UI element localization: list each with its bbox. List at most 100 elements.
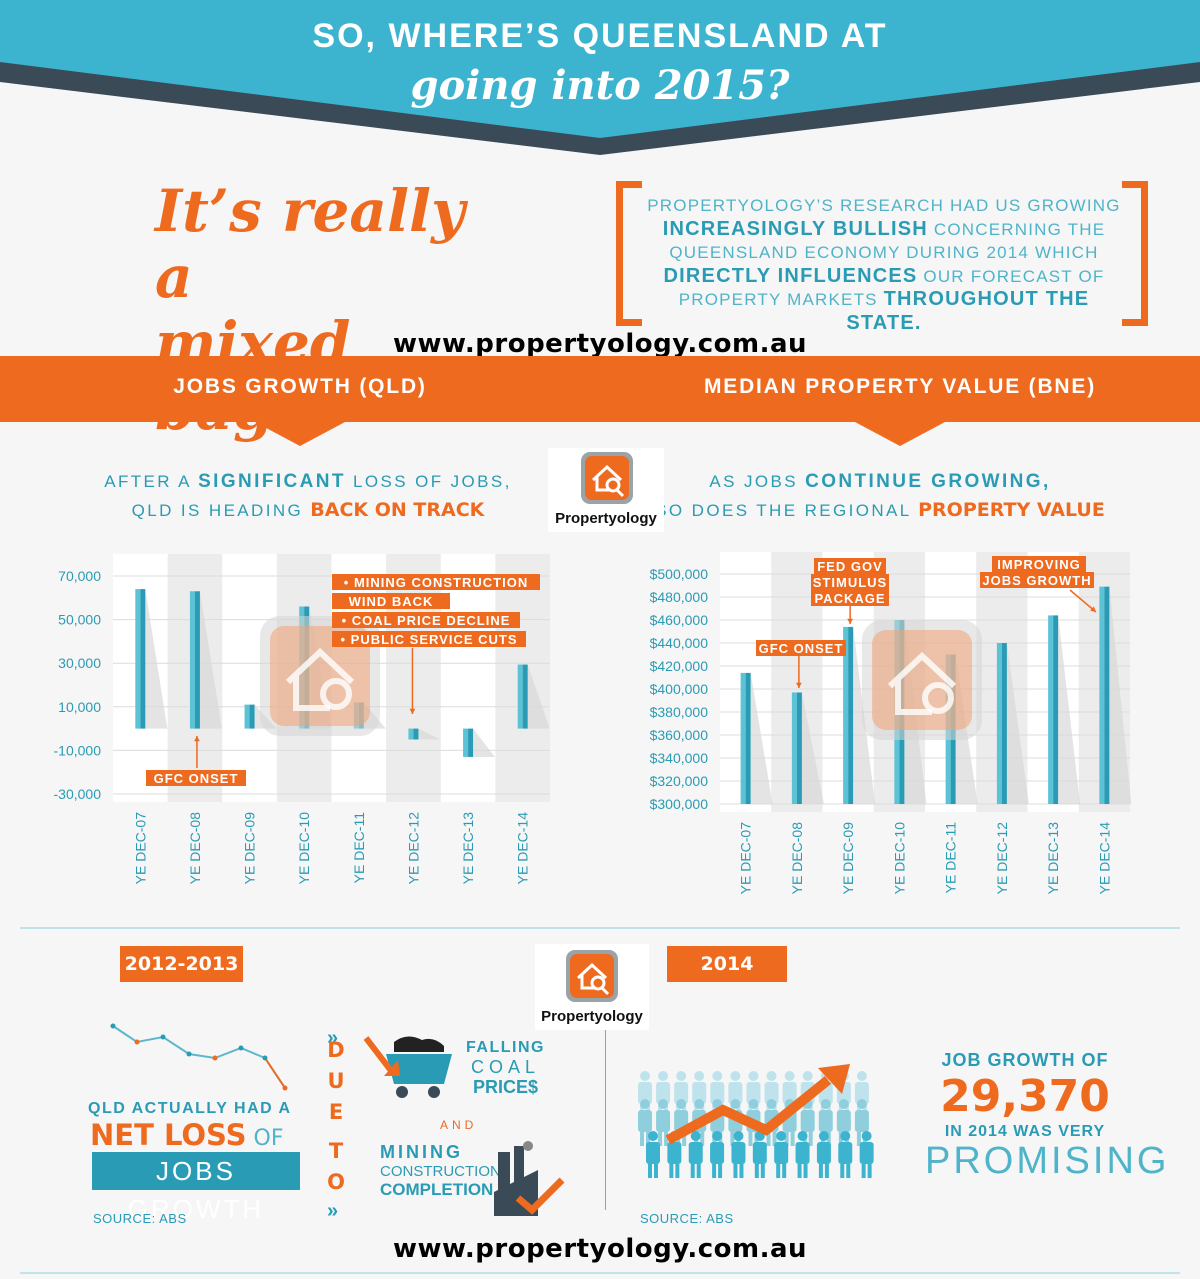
person-leg — [776, 1164, 781, 1178]
person-head — [648, 1131, 658, 1141]
person-body — [638, 1110, 652, 1132]
person-head — [818, 1131, 829, 1141]
factory-check-icon — [494, 1141, 565, 1216]
person-head — [676, 1099, 687, 1109]
due-to-letter: T — [328, 1139, 344, 1163]
person-leg — [669, 1164, 674, 1178]
x-tick-label: YE DEC-09 — [242, 812, 258, 885]
person-leg — [700, 1132, 705, 1146]
research-line-1: PROPERTYOLOGY’S RESEARCH HAD US GROWING — [647, 196, 1121, 215]
person-head — [748, 1099, 759, 1109]
person-body — [728, 1082, 743, 1104]
footer-divider — [20, 1272, 1180, 1274]
research-bold-2: DIRECTLY INFLUENCES — [663, 264, 918, 287]
person-body — [764, 1082, 779, 1104]
due-to-gap — [325, 1128, 347, 1136]
person-leg — [739, 1164, 744, 1178]
bar — [468, 728, 474, 757]
right-caption-2a: SO DOES THE REGIONAL — [655, 501, 919, 520]
y-tick-label: $320,000 — [650, 773, 709, 789]
bar-highlight — [408, 728, 414, 740]
person-head — [797, 1131, 808, 1141]
bar — [745, 672, 751, 804]
person-head — [784, 1071, 795, 1081]
coal-cart-icon — [363, 1036, 452, 1098]
person-leg — [682, 1132, 687, 1146]
person-leg — [856, 1132, 861, 1146]
person-head — [856, 1099, 867, 1109]
y-tick-label: $480,000 — [650, 589, 709, 605]
person-head — [640, 1071, 650, 1081]
due-to-vertical: D U E T O — [325, 1035, 347, 1198]
due-to-letter: E — [328, 1100, 344, 1124]
person-leg — [754, 1164, 759, 1178]
right-chart-caption: AS JOBS CONTINUE GROWING, SO DOES THE RE… — [620, 467, 1140, 525]
research-line-4: DIRECTLY INFLUENCES OUR FORECAST OF — [640, 265, 1128, 289]
person-leg — [790, 1132, 795, 1146]
bar-highlight — [791, 692, 797, 804]
annotation-arrowhead — [795, 682, 802, 688]
bar — [1001, 643, 1007, 804]
annotation-label: STIMULUS — [813, 575, 887, 590]
due-to-letter: O — [327, 1170, 345, 1194]
right-caption-1b: CONTINUE GROWING, — [805, 471, 1051, 492]
annotation-box — [980, 572, 1094, 588]
person-body — [692, 1082, 707, 1104]
person-leg — [640, 1132, 644, 1146]
person-leg — [748, 1132, 753, 1146]
coal-label: COAL — [470, 1057, 540, 1077]
watermark-house — [887, 651, 957, 715]
annotation-label: • COAL PRICE DECLINE — [342, 613, 511, 628]
house-magnifier-icon — [566, 950, 618, 1002]
due-to-letter: U — [327, 1069, 345, 1093]
section-divider — [20, 927, 1180, 929]
annotation-label: • PUBLIC SERVICE CUTS — [341, 632, 518, 647]
x-tick-label: YE DEC-09 — [840, 822, 856, 895]
person-head — [694, 1099, 705, 1109]
right-caption-line-1: AS JOBS CONTINUE GROWING, — [620, 467, 1140, 496]
person-leg — [766, 1132, 771, 1146]
bar-highlight — [517, 664, 523, 729]
y-tick-label: $360,000 — [650, 727, 709, 743]
person-leg — [712, 1164, 717, 1178]
header-title: SO, WHERE’S QUEENSLAND AT — [312, 17, 888, 55]
person-leg — [772, 1132, 777, 1146]
person-body — [646, 1142, 660, 1164]
person-leg — [690, 1164, 695, 1178]
x-tick-label: YE DEC-07 — [132, 812, 148, 885]
x-tick-label: YE DEC-07 — [738, 822, 754, 895]
bar — [249, 704, 255, 729]
y-tick-label: $340,000 — [650, 750, 709, 766]
annotation-arrowhead — [1090, 606, 1096, 612]
person-leg — [867, 1164, 872, 1178]
person-head — [766, 1071, 777, 1081]
qld-had-text: QLD ACTUALLY HAD A — [88, 1100, 292, 1117]
person-head — [748, 1071, 759, 1081]
of-label: OF — [246, 1126, 284, 1151]
research-line-5: PROPERTY MARKETS THROUGHOUT THE STATE. — [640, 288, 1128, 335]
right-caption-line-2: SO DOES THE REGIONAL PROPERTY VALUE — [620, 496, 1140, 525]
chevron-right-icon: » — [327, 1027, 339, 1049]
person-leg — [658, 1132, 663, 1146]
completion-label: COMPLETION — [380, 1180, 494, 1199]
person-leg — [824, 1164, 829, 1178]
person-head — [856, 1071, 867, 1081]
headline-line-1: It’s really a — [155, 177, 465, 311]
person-body — [638, 1082, 652, 1104]
person-body — [774, 1142, 789, 1164]
job-growth-number: 29,370 — [940, 1071, 1110, 1122]
person-leg — [826, 1132, 831, 1146]
person-head — [840, 1131, 851, 1141]
annotation-box — [332, 612, 520, 628]
person-head — [733, 1131, 744, 1141]
header-banner: SO, WHERE’S QUEENSLAND AT going into 201… — [0, 0, 1200, 165]
person-body — [836, 1110, 851, 1132]
left-caption-1b: SIGNIFICANT — [198, 471, 346, 492]
website-url-top[interactable]: www.propertyology.com.au — [393, 329, 807, 359]
house-magnifier-icon — [581, 452, 633, 504]
bar-shadow — [527, 664, 550, 729]
x-tick-label: YE DEC-14 — [1096, 822, 1112, 895]
website-url-bottom[interactable]: www.propertyology.com.au — [393, 1234, 807, 1264]
person-body — [854, 1110, 869, 1132]
falling-label: FALLING — [466, 1039, 545, 1056]
